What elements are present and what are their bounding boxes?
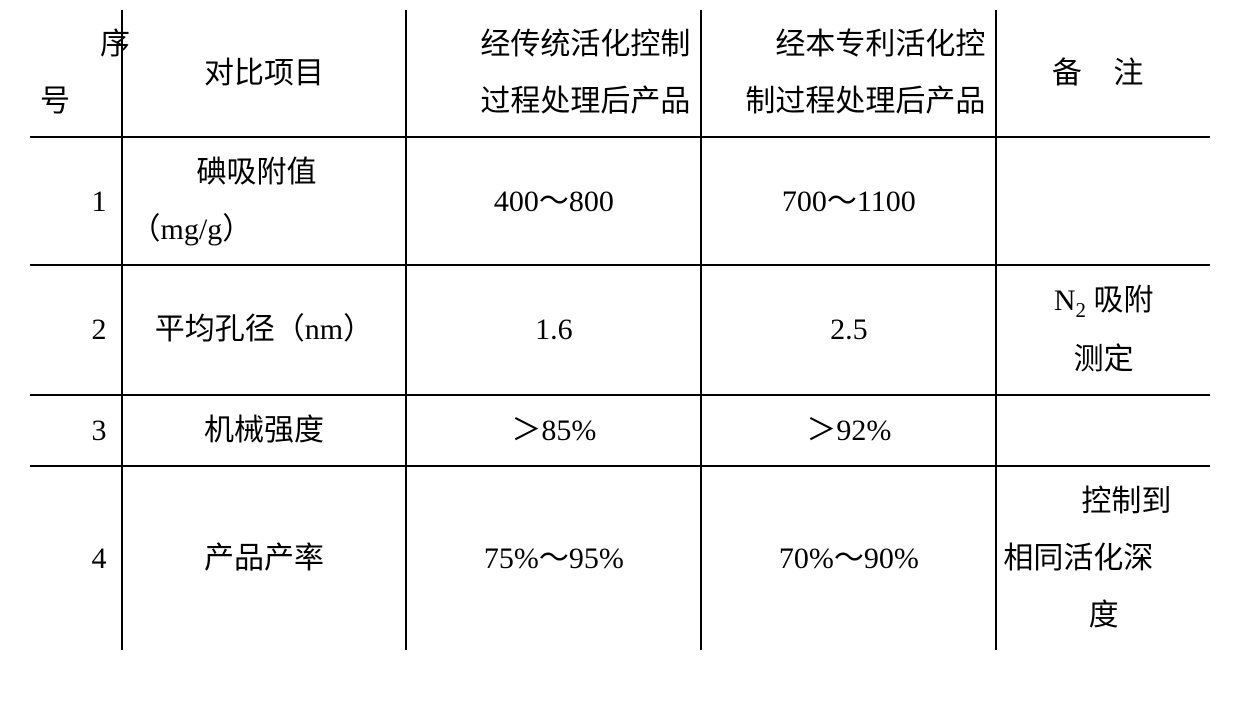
cell-pat: 700～1100 — [701, 137, 996, 265]
header-pat: 经本专利活化控制过程处理后产品 — [701, 10, 996, 137]
cell-trad: ＞85% — [406, 395, 701, 466]
cell-note — [996, 395, 1210, 466]
cell-pat: 2.5 — [701, 265, 996, 395]
note-line3: 度 — [1003, 587, 1204, 644]
cell-item: 平均孔径（nm） — [122, 265, 407, 395]
header-item: 对比项目 — [122, 10, 407, 137]
cell-item: 产品产率 — [122, 466, 407, 650]
cell-note: N2 吸附 测定 — [996, 265, 1210, 395]
table-row: 2 平均孔径（nm） 1.6 2.5 N2 吸附 测定 — [30, 265, 1210, 395]
table-row: 3 机械强度 ＞85% ＞92% — [30, 395, 1210, 466]
cell-seq: 3 — [30, 395, 122, 466]
table-row: 4 产品产率 75%～95% 70%～90% 控制到 相同活化深 度 — [30, 466, 1210, 650]
cell-seq: 2 — [30, 265, 122, 395]
comparison-table: 序号 对比项目 经传统活化控制过程处理后产品 经本专利活化控制过程处理后产品 备… — [30, 10, 1210, 650]
note-suffix1: 吸附 — [1086, 284, 1154, 317]
cell-seq: 4 — [30, 466, 122, 650]
header-seq: 序号 — [30, 10, 122, 137]
cell-note — [996, 137, 1210, 265]
cell-item-line2: （mg/g） — [131, 201, 253, 258]
cell-pat: 70%～90% — [701, 466, 996, 650]
note-prefix: N — [1054, 284, 1076, 317]
cell-seq: 1 — [30, 137, 122, 265]
header-note: 备 注 — [996, 10, 1210, 137]
note-suffix2: 测定 — [1074, 343, 1134, 376]
table-header-row: 序号 对比项目 经传统活化控制过程处理后产品 经本专利活化控制过程处理后产品 备… — [30, 10, 1210, 137]
header-trad: 经传统活化控制过程处理后产品 — [406, 10, 701, 137]
cell-note: 控制到 相同活化深 度 — [996, 466, 1210, 650]
cell-item: 机械强度 — [122, 395, 407, 466]
cell-item-line1: 碘吸附值 — [197, 156, 317, 189]
cell-item: 碘吸附值 （mg/g） — [122, 137, 407, 265]
cell-trad: 75%～95% — [406, 466, 701, 650]
note-line1: 控制到 — [1081, 485, 1171, 518]
table-container: 序号 对比项目 经传统活化控制过程处理后产品 经本专利活化控制过程处理后产品 备… — [0, 0, 1240, 650]
note-line2: 相同活化深 — [1003, 530, 1153, 587]
cell-pat: ＞92% — [701, 395, 996, 466]
note-subscript: 2 — [1076, 298, 1087, 322]
cell-trad: 400～800 — [406, 137, 701, 265]
cell-trad: 1.6 — [406, 265, 701, 395]
table-row: 1 碘吸附值 （mg/g） 400～800 700～1100 — [30, 137, 1210, 265]
